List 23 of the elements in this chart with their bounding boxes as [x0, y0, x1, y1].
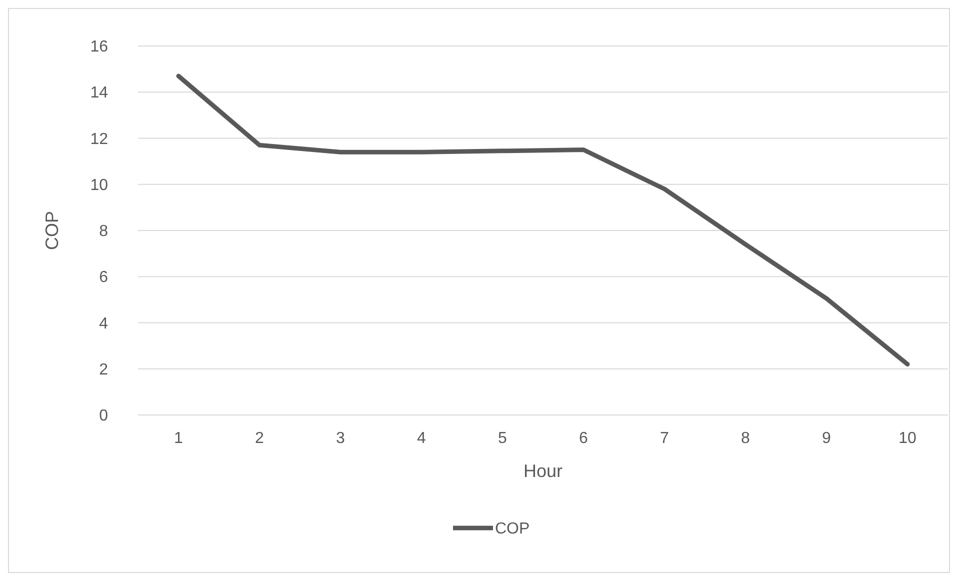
- x-tick-label: 10: [898, 430, 916, 447]
- y-tick-label: 14: [90, 84, 108, 102]
- x-tick-label: 8: [741, 430, 750, 447]
- x-tick-label: 1: [174, 430, 184, 447]
- y-tick-label: 2: [99, 361, 108, 378]
- y-tick-label: 8: [99, 223, 108, 240]
- x-tick-label: 5: [498, 430, 508, 447]
- legend-label: COP: [495, 520, 530, 538]
- y-tick-label: 4: [99, 315, 108, 332]
- y-tick-label: 16: [90, 38, 108, 56]
- y-tick-label: 0: [99, 408, 108, 425]
- line-series: [176, 74, 910, 367]
- x-tick-label: 4: [417, 430, 426, 447]
- x-tick-label: 7: [660, 430, 670, 447]
- x-tick-label: 9: [822, 430, 832, 447]
- y-axis-title: COP: [42, 210, 62, 250]
- x-tick-label: 6: [579, 430, 588, 447]
- x-axis-title: Hour: [523, 461, 563, 481]
- y-tick-label: 12: [90, 130, 108, 148]
- x-tick-label: 3: [336, 430, 346, 447]
- x-tick-label: 2: [255, 430, 264, 447]
- y-tick-label: 6: [99, 269, 108, 286]
- y-tick-label: 10: [90, 176, 108, 194]
